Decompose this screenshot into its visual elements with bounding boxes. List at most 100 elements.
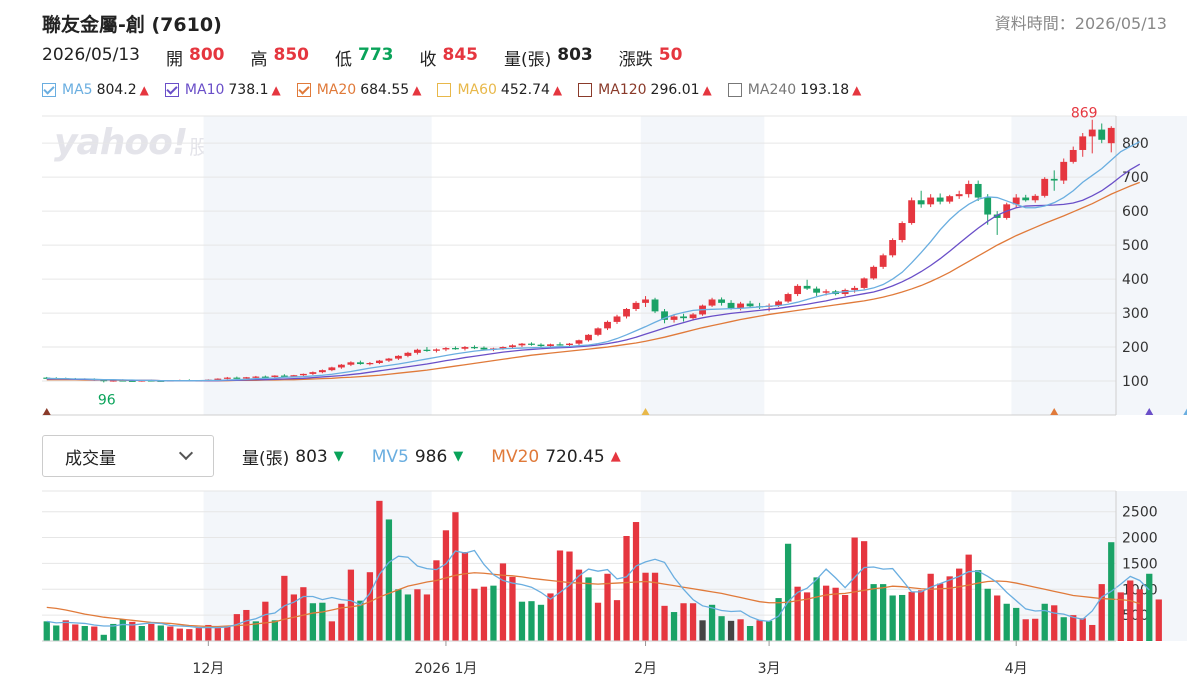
ma-toggle-ma240[interactable]: MA240 193.18 ▲	[727, 82, 861, 98]
checkbox-icon[interactable]	[42, 83, 56, 97]
volume-bar	[53, 625, 60, 641]
volume-bar	[404, 594, 412, 641]
signal-marker	[1145, 408, 1154, 415]
vol-legend-value: 986	[414, 446, 448, 467]
candle	[585, 334, 592, 342]
volume-bar	[670, 612, 678, 641]
indicator-dropdown-label: 成交量	[65, 448, 116, 469]
x-tick-label: 3月	[758, 661, 781, 677]
volume-bar	[43, 621, 50, 641]
volume-bar	[376, 500, 383, 641]
indicator-dropdown[interactable]: 成交量	[42, 435, 214, 477]
volume-bar	[927, 573, 934, 641]
volume-bar	[290, 594, 298, 641]
candle-body	[889, 240, 897, 256]
candle	[252, 375, 260, 379]
candle-body	[623, 308, 630, 317]
volume-bar	[176, 628, 183, 641]
candle-body	[461, 347, 469, 349]
volume-bar	[727, 620, 735, 641]
candle	[917, 190, 925, 208]
candle-body	[955, 194, 963, 197]
candle	[908, 197, 916, 225]
up-triangle-icon: ▲	[702, 83, 712, 97]
candle-body	[870, 266, 878, 279]
volume-bar	[832, 587, 839, 641]
ma-toggle-ma5[interactable]: MA5 804.2 ▲	[42, 82, 149, 98]
ma-value: 193.18	[800, 82, 850, 98]
checkbox-icon[interactable]	[164, 83, 179, 97]
volume-bar	[62, 620, 69, 641]
ma-name: MA60	[457, 82, 497, 98]
ma-toggle-ma10[interactable]: MA10 738.1 ▲	[164, 82, 281, 98]
volume-bar	[556, 550, 564, 641]
ma-toggle-ma120[interactable]: MA120 296.01 ▲	[578, 82, 712, 98]
candle-body	[290, 375, 298, 377]
candle-body	[642, 299, 649, 303]
candle-body	[993, 214, 1001, 218]
candle-body	[1050, 178, 1058, 181]
candle	[537, 343, 545, 348]
ma-value: 684.55	[360, 82, 410, 98]
candle-body	[898, 223, 906, 241]
checkbox-icon[interactable]	[578, 83, 593, 97]
candle	[936, 193, 944, 205]
volume-bar	[1098, 584, 1105, 641]
volume-bar	[994, 595, 1001, 641]
stock-title: 聯友金屬-創 (7610)	[42, 14, 222, 36]
volume-bar	[1089, 624, 1096, 641]
candle	[746, 300, 754, 308]
volume-bar	[984, 588, 991, 641]
candle	[718, 297, 725, 306]
candle-body	[128, 380, 136, 382]
quote-close-value: 845	[442, 45, 478, 65]
quote-change-label: 漲跌	[618, 50, 653, 70]
volume-bar	[632, 522, 640, 641]
candle	[299, 373, 307, 376]
candle-body	[471, 347, 478, 349]
checkbox-icon[interactable]	[727, 83, 742, 97]
ma-toggle-ma60[interactable]: MA60 452.74 ▲	[437, 82, 562, 98]
up-triangle-icon: ▲	[552, 83, 563, 97]
candle-body	[661, 311, 668, 320]
volume-tick-label: 500	[1122, 608, 1149, 624]
volume-bar	[319, 602, 326, 641]
volume-bar	[956, 568, 963, 641]
ma-toggle-ma20[interactable]: MA20 684.55 ▲	[296, 82, 421, 98]
volume-bar	[100, 634, 107, 641]
volume-bar	[461, 552, 469, 641]
volume-bar	[1117, 592, 1124, 641]
candle	[261, 375, 269, 378]
checkbox-icon[interactable]	[437, 83, 452, 97]
volume-bar	[233, 614, 240, 641]
candle-body	[594, 328, 602, 335]
ma-legend: MA5 804.2 ▲ MA10 738.1 ▲ MA20 684.55 ▲ MA60 452.74…	[42, 82, 877, 98]
volume-bar	[860, 541, 868, 641]
candle-body	[43, 377, 51, 379]
candle-body	[347, 362, 355, 365]
candle-body	[1060, 161, 1068, 181]
volume-bar	[918, 590, 925, 641]
candle-body	[547, 344, 554, 347]
candle-body	[499, 347, 507, 349]
mv20-line	[46, 572, 1140, 628]
candle	[337, 364, 345, 369]
shaded-month	[1011, 491, 1187, 641]
candle-body	[318, 370, 326, 373]
price-tick-label: 200	[1122, 340, 1149, 356]
candle-body	[680, 316, 687, 319]
candle	[1022, 194, 1030, 202]
shaded-month	[1011, 116, 1187, 415]
high-annotation: 869	[1071, 106, 1098, 122]
volume-bar	[1013, 607, 1020, 641]
checkbox-icon[interactable]	[296, 83, 311, 97]
volume-bar	[528, 601, 535, 641]
vol-legend-label: MV5	[371, 446, 409, 467]
volume-bar	[604, 573, 611, 641]
candle-body	[1069, 149, 1077, 162]
volume-bar	[642, 572, 649, 641]
candle-body	[794, 285, 802, 295]
vol-legend-label: MV20	[491, 446, 540, 467]
candle-body	[775, 301, 783, 306]
